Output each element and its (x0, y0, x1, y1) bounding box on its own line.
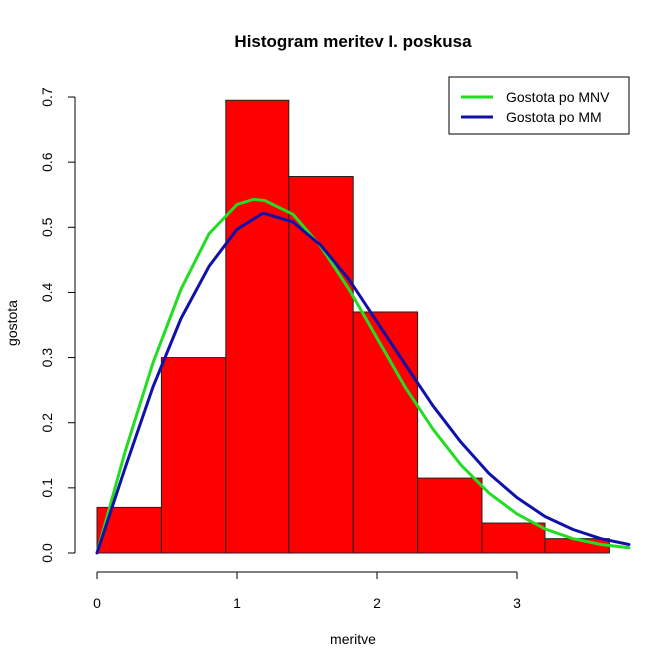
histogram-bars (96, 99, 610, 554)
chart-title: Histogram meritev I. poskusa (234, 32, 472, 51)
histogram-bar (417, 477, 483, 554)
histogram-bar (288, 175, 354, 554)
y-tick-label: 0.7 (39, 87, 55, 107)
y-tick-label: 0.2 (39, 413, 55, 433)
x-tick-label: 0 (93, 595, 101, 611)
x-tick-label: 3 (513, 595, 521, 611)
y-axis-label: gostota (4, 300, 20, 346)
histogram-bar (225, 99, 290, 554)
y-tick-label: 0.3 (39, 348, 55, 368)
legend-label-mm: Gostota po MM (506, 109, 602, 125)
histogram-bar (160, 357, 227, 554)
histogram-bar (481, 522, 546, 554)
axes: 0 1 2 3 0.0 0.1 0.2 0.3 0.4 0.5 0.6 0.7 (39, 87, 521, 611)
y-tick-label: 0.4 (39, 282, 55, 302)
density-lines (95, 197, 631, 555)
density-line-mm (95, 212, 631, 555)
legend-label-mnv: Gostota po MNV (506, 89, 610, 105)
y-tick-label: 0.5 (39, 217, 55, 237)
legend-box (448, 76, 630, 135)
y-tick-label: 0.6 (39, 152, 55, 172)
x-axis-label: meritve (330, 631, 376, 647)
histogram-bar (352, 311, 419, 554)
y-tick-label: 0.0 (39, 543, 55, 563)
x-tick-label: 1 (233, 595, 241, 611)
x-tick-label: 2 (373, 595, 381, 611)
y-tick-label: 0.1 (39, 478, 55, 498)
density-line-mnv (95, 197, 631, 555)
legend: Gostota po MNV Gostota po MM (448, 76, 630, 135)
